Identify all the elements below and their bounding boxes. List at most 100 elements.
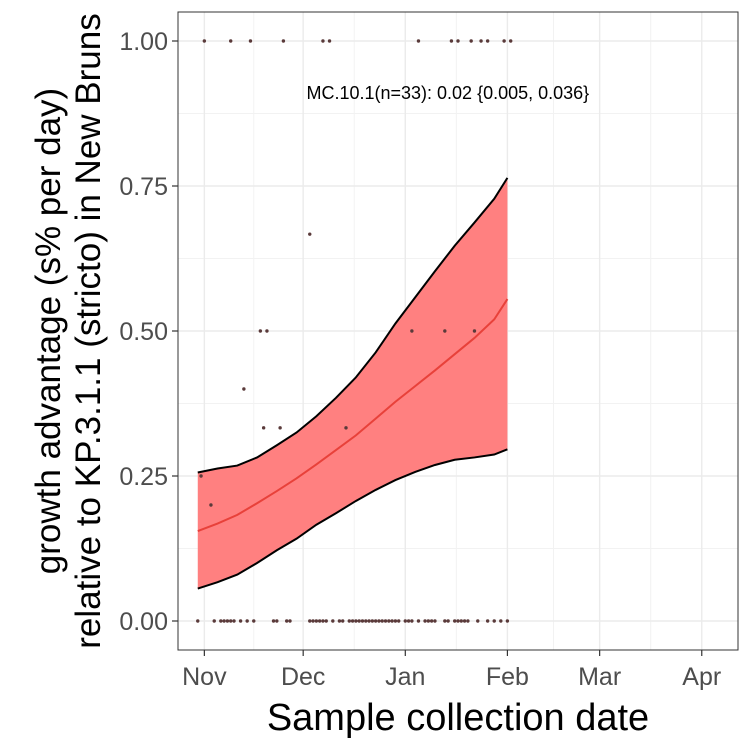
observed-point [344, 426, 348, 430]
observed-point [219, 619, 223, 623]
observed-point [331, 619, 335, 623]
observed-point [354, 619, 358, 623]
observed-point [373, 619, 378, 623]
observed-points-layer [196, 39, 513, 623]
y-tick-label: 0.25 [119, 463, 168, 491]
observed-point [324, 619, 328, 623]
observed-point [509, 39, 513, 43]
y-axis-title-line-1: growth advantage (s% per day) [29, 88, 68, 574]
observed-point [311, 619, 315, 623]
observed-point [390, 619, 394, 623]
x-tick-label: Apr [682, 663, 721, 691]
observed-point [485, 39, 490, 43]
observed-point [377, 619, 381, 623]
observed-point [261, 426, 266, 430]
observed-point [242, 387, 246, 391]
observed-point [499, 619, 503, 623]
y-tick-label: 0.50 [119, 318, 168, 346]
observed-point [321, 619, 325, 623]
observed-point [229, 619, 233, 623]
observed-point [347, 619, 351, 623]
observed-point [248, 39, 253, 43]
observed-point [393, 619, 398, 623]
observed-point [505, 619, 510, 623]
observed-point [410, 329, 414, 333]
observed-point [212, 619, 216, 623]
observed-point [317, 619, 322, 623]
observed-point [426, 619, 431, 623]
observed-point [410, 619, 414, 623]
observed-point [403, 619, 407, 623]
fit-line-layer [197, 298, 509, 533]
observed-point [492, 619, 496, 623]
observed-point [485, 619, 490, 623]
observed-point [288, 619, 292, 623]
observed-point [285, 619, 289, 623]
confidence-ribbon [197, 177, 508, 589]
observed-point [429, 619, 434, 623]
y-axis-title-line-2: relative to KP.3.1.1 (stricto) in New Br… [69, 13, 108, 648]
observed-point [199, 474, 203, 478]
observed-point [327, 39, 332, 43]
observed-point [314, 619, 319, 623]
y-axis-ticks: 0.00 0.25 0.50 0.75 1.00 [119, 28, 178, 636]
observed-point [383, 619, 388, 623]
x-axis-title: Sample collection date [267, 697, 649, 739]
y-tick-label: 0.75 [119, 173, 168, 201]
observed-point [443, 619, 447, 623]
observed-point [265, 329, 269, 333]
observed-point [433, 619, 437, 623]
observed-point [453, 619, 457, 623]
observed-point [502, 39, 506, 43]
observed-point [367, 619, 371, 623]
observed-point [202, 39, 207, 43]
observed-point [387, 619, 391, 623]
observed-point [472, 329, 477, 333]
observed-point [469, 39, 473, 43]
observed-point [225, 619, 230, 623]
observed-point [360, 619, 365, 623]
observed-point [337, 619, 342, 623]
observed-point [459, 619, 463, 623]
x-tick-label: Nov [182, 663, 227, 691]
observed-point [380, 619, 384, 623]
confidence-ribbon-layer [197, 177, 509, 590]
observed-point [456, 619, 460, 623]
observed-point [446, 619, 450, 623]
observed-point [321, 39, 325, 43]
y-tick-label: 0.00 [119, 608, 168, 636]
observed-point [238, 619, 243, 623]
y-tick-label: 1.00 [119, 28, 168, 56]
observed-point [479, 39, 483, 43]
observed-point [397, 619, 401, 623]
observed-point [416, 619, 421, 623]
observed-point [350, 619, 355, 623]
observed-point [245, 619, 249, 623]
ribbon-upper-bound [197, 177, 509, 474]
model-annotation: MC.10.1(n=33): 0.02 {0.005, 0.036} [306, 83, 589, 103]
observed-point [466, 619, 470, 623]
observed-point [278, 426, 282, 430]
x-tick-label: Mar [578, 663, 621, 691]
observed-point [308, 619, 312, 623]
observed-point [275, 619, 279, 623]
observed-point [229, 39, 233, 43]
observed-point [370, 619, 375, 623]
observed-point [443, 329, 447, 333]
observed-point [252, 619, 256, 623]
observed-point [357, 619, 361, 623]
observed-point [271, 619, 276, 623]
observed-point [423, 619, 427, 623]
x-tick-label: Dec [281, 663, 325, 691]
x-tick-label: Feb [486, 663, 529, 691]
observed-point [449, 39, 454, 43]
observed-point [406, 619, 411, 623]
observed-point [341, 619, 345, 623]
observed-point [364, 619, 368, 623]
observed-point [308, 232, 312, 236]
ribbon-lower-bound [197, 448, 508, 590]
observed-point [462, 619, 467, 623]
observed-point [416, 39, 421, 43]
fitted-growth-line [197, 298, 509, 533]
